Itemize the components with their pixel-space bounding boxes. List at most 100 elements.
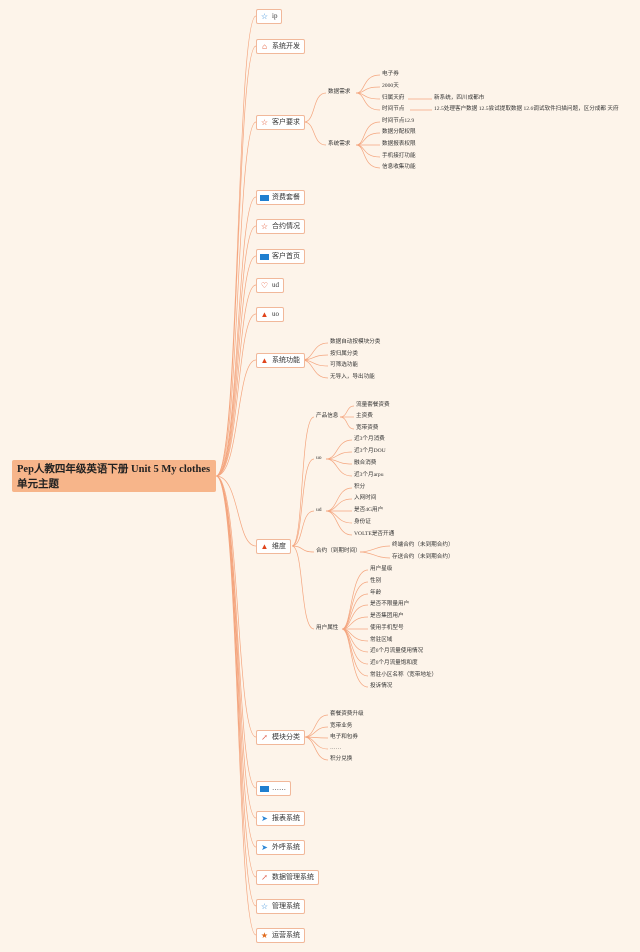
leaf-item[interactable]: 手机接打功能 <box>382 153 416 159</box>
leaf-item[interactable]: 常驻小区名称（宽带地址） <box>370 672 438 678</box>
subtopic-product-info[interactable]: 产品信息 <box>316 413 339 419</box>
branch-operations-system[interactable]: ★ 运营系统 <box>256 928 305 943</box>
branch-label: 维度 <box>272 542 286 550</box>
branch-ud[interactable]: ♡ ud <box>256 278 284 293</box>
branch-label: 资费套餐 <box>272 193 300 201</box>
leaf-item[interactable]: 时间节点12.9 <box>382 118 415 124</box>
branch-label: 管理系统 <box>272 902 300 910</box>
root-topic[interactable]: Pep人教四年级英语下册 Unit 5 My clothes 单元主题 <box>12 460 216 492</box>
leaf-item[interactable]: 2000天 <box>382 83 399 89</box>
leaf-item[interactable]: 是否4G用户 <box>354 507 384 513</box>
leaf-item[interactable]: 时间节点 <box>382 106 405 112</box>
branch-label: 系统开发 <box>272 42 300 50</box>
outline-star-icon: ☆ <box>260 222 269 231</box>
leaf-note[interactable]: 12.5处理客户数据 12.5尝试提取数据 12.6调试软件扫描问题，区分成都 … <box>434 106 619 112</box>
leaf-item[interactable]: 入网时间 <box>354 495 377 501</box>
branch-label: 报表系统 <box>272 814 300 822</box>
leaf-item[interactable]: 积分兑换 <box>330 756 353 762</box>
branch-label: uo <box>272 310 279 318</box>
branch-system-features[interactable]: ▲ 系统功能 <box>256 353 305 368</box>
branch-contract-status[interactable]: ☆ 合约情况 <box>256 219 305 234</box>
subtopic-user-attributes[interactable]: 用户属性 <box>316 625 339 631</box>
leaf-item[interactable]: 数据分配权限 <box>382 129 416 135</box>
branch-label: 客户要求 <box>272 118 300 126</box>
leaf-item[interactable]: 是否集团用户 <box>370 613 404 619</box>
branch-system-dev[interactable]: ⌂ 系统开发 <box>256 39 305 54</box>
branch-label: 数据管理系统 <box>272 873 314 881</box>
fire-icon: ▲ <box>260 356 269 365</box>
leaf-item[interactable]: 主资费 <box>356 413 373 419</box>
leaf-item[interactable]: 宽带资费 <box>356 425 379 431</box>
filled-star-icon: ★ <box>260 931 269 940</box>
branch-management-system[interactable]: ☆ 管理系统 <box>256 899 305 914</box>
subtopic-uo[interactable]: uo <box>316 455 322 461</box>
leaf-item[interactable]: …… <box>330 745 342 751</box>
subtopic-contract[interactable]: 合约（到期时间） <box>316 548 361 554</box>
leaf-item[interactable]: 使用手机型号 <box>370 625 404 631</box>
leaf-item[interactable]: 年龄 <box>370 590 382 596</box>
branch-outbound-call-system[interactable]: ➤ 外呼系统 <box>256 840 305 855</box>
leaf-item[interactable]: 套餐资费升级 <box>330 711 364 717</box>
plane-icon: ➤ <box>261 814 268 823</box>
leaf-item[interactable]: 近6个月流量饱和度 <box>370 660 418 666</box>
leaf-item[interactable]: 常驻区域 <box>370 637 393 643</box>
outline-star-icon: ☆ <box>260 118 269 127</box>
leaf-item[interactable]: 数据报表权限 <box>382 141 416 147</box>
leaf-item[interactable]: 数据自动按模块分类 <box>330 339 381 345</box>
leaf-item[interactable]: 存送合约（未到期合约） <box>392 554 454 560</box>
heart-icon: ♡ <box>260 281 269 290</box>
branch-customer-requirements[interactable]: ☆ 客户要求 <box>256 115 305 130</box>
subtopic-data-requirements[interactable]: 数据需求 <box>328 89 351 95</box>
branch-uo[interactable]: ▲ uo <box>256 307 284 322</box>
flag-icon <box>260 785 269 792</box>
leaf-item[interactable]: 近6个月流量使用情况 <box>370 648 424 654</box>
branch-customer-home[interactable]: 客户首页 <box>256 249 305 264</box>
leaf-item[interactable]: 电子券 <box>382 71 399 77</box>
leaf-item[interactable]: 近3个月消费 <box>354 436 385 442</box>
leaf-item[interactable]: 是否不限量用户 <box>370 601 410 607</box>
leaf-item[interactable]: 近3个月arpu <box>354 472 384 478</box>
branch-ip[interactable]: ☆ ip <box>256 9 283 24</box>
leaf-item[interactable]: 终端合约（未到期合约） <box>392 542 454 548</box>
branch-label: 运营系统 <box>272 931 300 939</box>
leaf-item[interactable]: 按归属分类 <box>330 351 358 357</box>
branch-label: 模块分类 <box>272 733 300 741</box>
leaf-item[interactable]: 信息收集功能 <box>382 164 416 170</box>
flag-icon <box>260 194 269 201</box>
star-icon: ☆ <box>260 902 269 911</box>
leaf-item[interactable]: 性别 <box>370 578 382 584</box>
chart-icon: ↗ <box>261 873 268 882</box>
leaf-item[interactable]: VOLTE是否开通 <box>354 531 395 537</box>
flag-icon <box>260 253 269 260</box>
branch-label: ud <box>272 281 279 289</box>
branch-label: 合约情况 <box>272 222 300 230</box>
fire-icon: ▲ <box>260 542 269 551</box>
branch-label: …… <box>272 784 286 792</box>
branch-tariff-package[interactable]: 资费套餐 <box>256 190 305 205</box>
leaf-item[interactable]: 电子和包券 <box>330 734 358 740</box>
branch-data-management-system[interactable]: ↗ 数据管理系统 <box>256 870 319 885</box>
leaf-item[interactable]: 流量套餐资费 <box>356 402 390 408</box>
leaf-item[interactable]: 近3个月DOU <box>354 448 386 454</box>
branch-report-system[interactable]: ➤ 报表系统 <box>256 811 305 826</box>
leaf-item[interactable]: 积分 <box>354 484 366 490</box>
leaf-item[interactable]: 投诉情况 <box>370 683 393 689</box>
branch-module-category[interactable]: ↗ 模块分类 <box>256 730 305 745</box>
branch-label: ip <box>272 12 278 20</box>
branch-ellipsis[interactable]: …… <box>256 781 291 796</box>
leaf-item[interactable]: 归属天府 <box>382 95 405 101</box>
leaf-item[interactable]: 无导入，导出功能 <box>330 374 375 380</box>
star-icon: ☆ <box>260 12 269 21</box>
branch-dimensions[interactable]: ▲ 维度 <box>256 539 291 554</box>
chart-icon: ↗ <box>261 733 268 742</box>
subtopic-system-requirements[interactable]: 系统需求 <box>328 141 351 147</box>
leaf-note[interactable]: 新系统，四川成都市 <box>434 95 485 101</box>
home-icon: ⌂ <box>262 42 267 51</box>
leaf-item[interactable]: 身份证 <box>354 519 371 525</box>
subtopic-ud[interactable]: ud <box>316 507 322 513</box>
leaf-item[interactable]: 融合消费 <box>354 460 377 466</box>
leaf-item[interactable]: 宽带业务 <box>330 723 353 729</box>
leaf-item[interactable]: 用户星级 <box>370 566 393 572</box>
leaf-item[interactable]: 可筛选功能 <box>330 362 358 368</box>
